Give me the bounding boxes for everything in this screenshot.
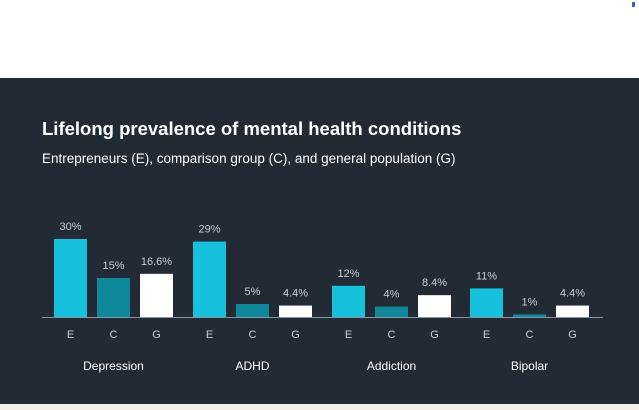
bottom-strip <box>0 404 639 410</box>
bar-bipolar-g <box>556 305 589 317</box>
data-label-adhd-e: 29% <box>198 224 220 236</box>
tick-label-depression-g: G <box>152 329 161 341</box>
tick-label-bipolar-e: E <box>483 329 490 341</box>
bar-bipolar-c <box>513 314 546 317</box>
chart-panel <box>0 78 639 404</box>
category-label-bipolar: Bipolar <box>511 359 548 373</box>
data-label-depression-g: 16.6% <box>141 256 172 268</box>
tick-label-addiction-e: E <box>345 329 352 341</box>
data-label-adhd-g: 4.4% <box>283 288 308 300</box>
bar-addiction-e <box>332 285 365 317</box>
chart-subtitle: Entrepreneurs (E), comparison group (C),… <box>42 151 456 166</box>
data-label-adhd-c: 5% <box>245 286 261 298</box>
data-label-addiction-e: 12% <box>337 268 359 280</box>
tick-label-depression-c: C <box>110 329 118 341</box>
data-label-addiction-g: 8.4% <box>422 277 447 289</box>
bar-adhd-c <box>236 304 269 317</box>
tick-label-adhd-g: G <box>291 329 300 341</box>
tick-label-bipolar-g: G <box>568 329 577 341</box>
data-label-bipolar-g: 4.4% <box>560 288 585 300</box>
bar-depression-e <box>54 239 87 317</box>
bar-addiction-c <box>375 306 408 317</box>
bar-addiction-g <box>418 295 451 317</box>
tick-label-addiction-c: C <box>388 329 396 341</box>
top-whitespace <box>0 0 639 78</box>
bar-bipolar-e <box>470 288 503 317</box>
corner-marker <box>632 2 635 7</box>
data-label-depression-c: 15% <box>102 260 124 272</box>
bar-depression-c <box>97 278 130 317</box>
bar-adhd-g <box>279 305 312 317</box>
data-label-addiction-c: 4% <box>384 289 400 301</box>
tick-label-adhd-e: E <box>206 329 213 341</box>
tick-label-depression-e: E <box>67 329 74 341</box>
chart-title: Lifelong prevalence of mental health con… <box>42 118 462 139</box>
tick-label-bipolar-c: C <box>526 329 534 341</box>
data-label-depression-e: 30% <box>59 221 81 233</box>
data-label-bipolar-c: 1% <box>522 296 538 308</box>
bar-adhd-e <box>193 241 226 317</box>
category-label-depression: Depression <box>83 359 144 373</box>
tick-label-addiction-g: G <box>430 329 439 341</box>
data-label-bipolar-e: 11% <box>476 270 497 282</box>
bar-depression-g <box>140 273 173 317</box>
category-label-adhd: ADHD <box>235 359 269 373</box>
category-label-addiction: Addiction <box>367 359 416 373</box>
tick-label-adhd-c: C <box>249 329 257 341</box>
